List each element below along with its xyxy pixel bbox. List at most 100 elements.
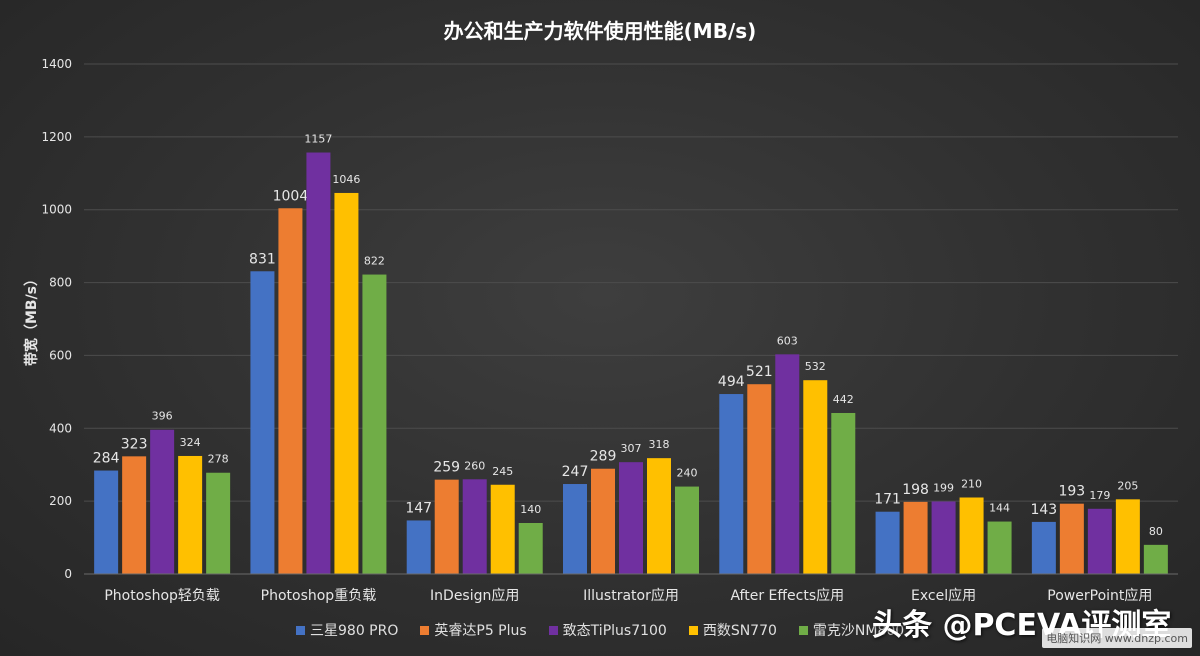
data-label: 245 bbox=[492, 465, 513, 478]
y-tick-label: 1200 bbox=[41, 130, 72, 144]
bar bbox=[775, 354, 800, 574]
y-tick-label: 0 bbox=[64, 567, 72, 581]
data-label: 198 bbox=[902, 482, 929, 498]
data-label: 1157 bbox=[304, 133, 332, 146]
x-tick-label: InDesign应用 bbox=[430, 587, 519, 604]
bar bbox=[362, 274, 387, 574]
data-label: 144 bbox=[989, 502, 1010, 515]
data-label: 205 bbox=[1117, 479, 1138, 492]
y-tick-label: 1400 bbox=[41, 57, 72, 71]
bar bbox=[563, 484, 587, 574]
legend-label: 三星980 PRO bbox=[310, 623, 399, 639]
bar bbox=[1143, 544, 1168, 574]
bar bbox=[719, 394, 744, 574]
bar bbox=[591, 468, 615, 574]
bar bbox=[647, 458, 671, 574]
x-tick-label: After Effects应用 bbox=[730, 587, 844, 604]
legend-item: 西数SN770 bbox=[688, 620, 777, 640]
data-label: 494 bbox=[718, 374, 745, 390]
bar bbox=[306, 152, 331, 574]
legend-item: 雷克沙NM800 bbox=[798, 620, 905, 640]
bar bbox=[278, 208, 303, 574]
bar bbox=[831, 412, 856, 574]
data-label: 521 bbox=[746, 364, 773, 380]
data-label: 171 bbox=[874, 492, 901, 508]
data-label: 80 bbox=[1149, 525, 1163, 538]
site-watermark: 电脑知识网 www.dnzp.com bbox=[1042, 628, 1192, 648]
data-label: 532 bbox=[805, 360, 826, 373]
legend-label: 雷克沙NM800 bbox=[812, 623, 905, 639]
bar bbox=[434, 479, 459, 574]
data-label: 147 bbox=[405, 500, 432, 516]
bar bbox=[1031, 521, 1056, 574]
bar bbox=[1087, 508, 1112, 574]
x-tick-label: Excel应用 bbox=[911, 587, 976, 604]
bar bbox=[94, 470, 119, 574]
y-axis-label: 带宽（MB/s） bbox=[23, 272, 40, 366]
bar bbox=[875, 511, 900, 574]
data-label: 396 bbox=[152, 410, 173, 423]
data-label: 307 bbox=[621, 442, 642, 455]
data-label: 143 bbox=[1030, 502, 1057, 518]
bar bbox=[406, 520, 431, 574]
bar bbox=[122, 456, 147, 574]
data-label: 831 bbox=[249, 251, 276, 267]
legend-swatch bbox=[688, 625, 698, 635]
data-label: 289 bbox=[590, 449, 617, 465]
y-tick-label: 600 bbox=[49, 348, 72, 362]
bar bbox=[931, 501, 956, 574]
data-label: 822 bbox=[364, 255, 385, 268]
bar bbox=[987, 521, 1012, 574]
bar bbox=[206, 472, 231, 574]
data-label: 140 bbox=[520, 503, 541, 516]
data-label: 318 bbox=[649, 438, 670, 451]
legend-swatch bbox=[296, 625, 305, 635]
bar bbox=[959, 497, 984, 574]
bar bbox=[675, 486, 699, 574]
bar bbox=[903, 501, 928, 574]
data-label: 259 bbox=[433, 460, 460, 476]
bar bbox=[178, 455, 203, 574]
legend-swatch bbox=[420, 625, 430, 635]
bar bbox=[150, 429, 175, 574]
bar bbox=[619, 462, 643, 574]
legend-label: 致态TiPlus7100 bbox=[562, 623, 667, 639]
data-label: 193 bbox=[1058, 484, 1085, 500]
bar bbox=[747, 384, 772, 574]
y-tick-label: 200 bbox=[49, 494, 72, 508]
bar bbox=[518, 523, 543, 574]
data-label: 284 bbox=[93, 451, 120, 467]
y-tick-label: 1000 bbox=[41, 203, 72, 217]
data-label: 247 bbox=[562, 464, 589, 480]
data-label: 260 bbox=[464, 459, 485, 472]
bar bbox=[803, 380, 828, 574]
legend-label: 英睿达P5 Plus bbox=[434, 623, 527, 639]
bar bbox=[462, 479, 487, 574]
data-label: 1046 bbox=[332, 173, 360, 186]
data-label: 240 bbox=[677, 467, 698, 480]
data-label: 179 bbox=[1089, 489, 1110, 502]
y-tick-label: 800 bbox=[49, 276, 72, 290]
chart-title: 办公和生产力软件使用性能(MB/s) bbox=[444, 19, 757, 43]
bar bbox=[490, 484, 515, 574]
bar bbox=[1059, 503, 1084, 574]
legend-item: 致态TiPlus7100 bbox=[548, 620, 667, 640]
x-tick-label: Illustrator应用 bbox=[583, 587, 679, 604]
data-label: 199 bbox=[933, 482, 954, 495]
data-label: 210 bbox=[961, 478, 982, 491]
data-label: 442 bbox=[833, 393, 854, 406]
y-tick-label: 400 bbox=[49, 421, 72, 435]
x-tick-label: Photoshop轻负载 bbox=[104, 588, 220, 604]
bar bbox=[1115, 499, 1140, 574]
data-label: 323 bbox=[121, 436, 148, 452]
legend: 三星980 PRO 英睿达P5 Plus 致态TiPlus7100 西数SN77… bbox=[296, 620, 904, 640]
legend-swatch bbox=[548, 625, 558, 635]
data-label: 324 bbox=[180, 436, 201, 449]
legend-item: 英睿达P5 Plus bbox=[420, 620, 527, 640]
bar bbox=[250, 271, 275, 574]
data-label: 278 bbox=[208, 453, 229, 466]
legend-swatch bbox=[798, 625, 808, 635]
legend-label: 西数SN770 bbox=[702, 623, 777, 639]
legend-item: 三星980 PRO bbox=[296, 620, 398, 640]
